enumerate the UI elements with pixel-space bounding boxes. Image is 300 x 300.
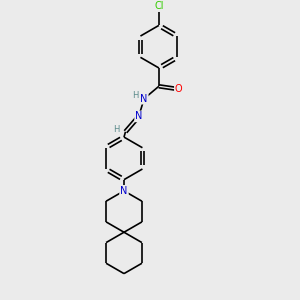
Text: H: H [113, 125, 120, 134]
Text: N: N [120, 186, 128, 196]
Text: O: O [175, 84, 182, 94]
Text: Cl: Cl [154, 1, 164, 11]
Text: N: N [135, 111, 142, 122]
Text: N: N [120, 186, 128, 196]
Text: N: N [140, 94, 148, 104]
Text: H: H [132, 91, 138, 100]
